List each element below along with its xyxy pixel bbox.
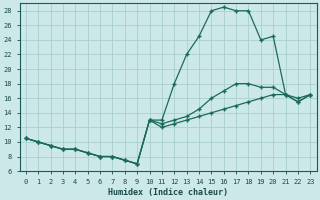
X-axis label: Humidex (Indice chaleur): Humidex (Indice chaleur) bbox=[108, 188, 228, 197]
